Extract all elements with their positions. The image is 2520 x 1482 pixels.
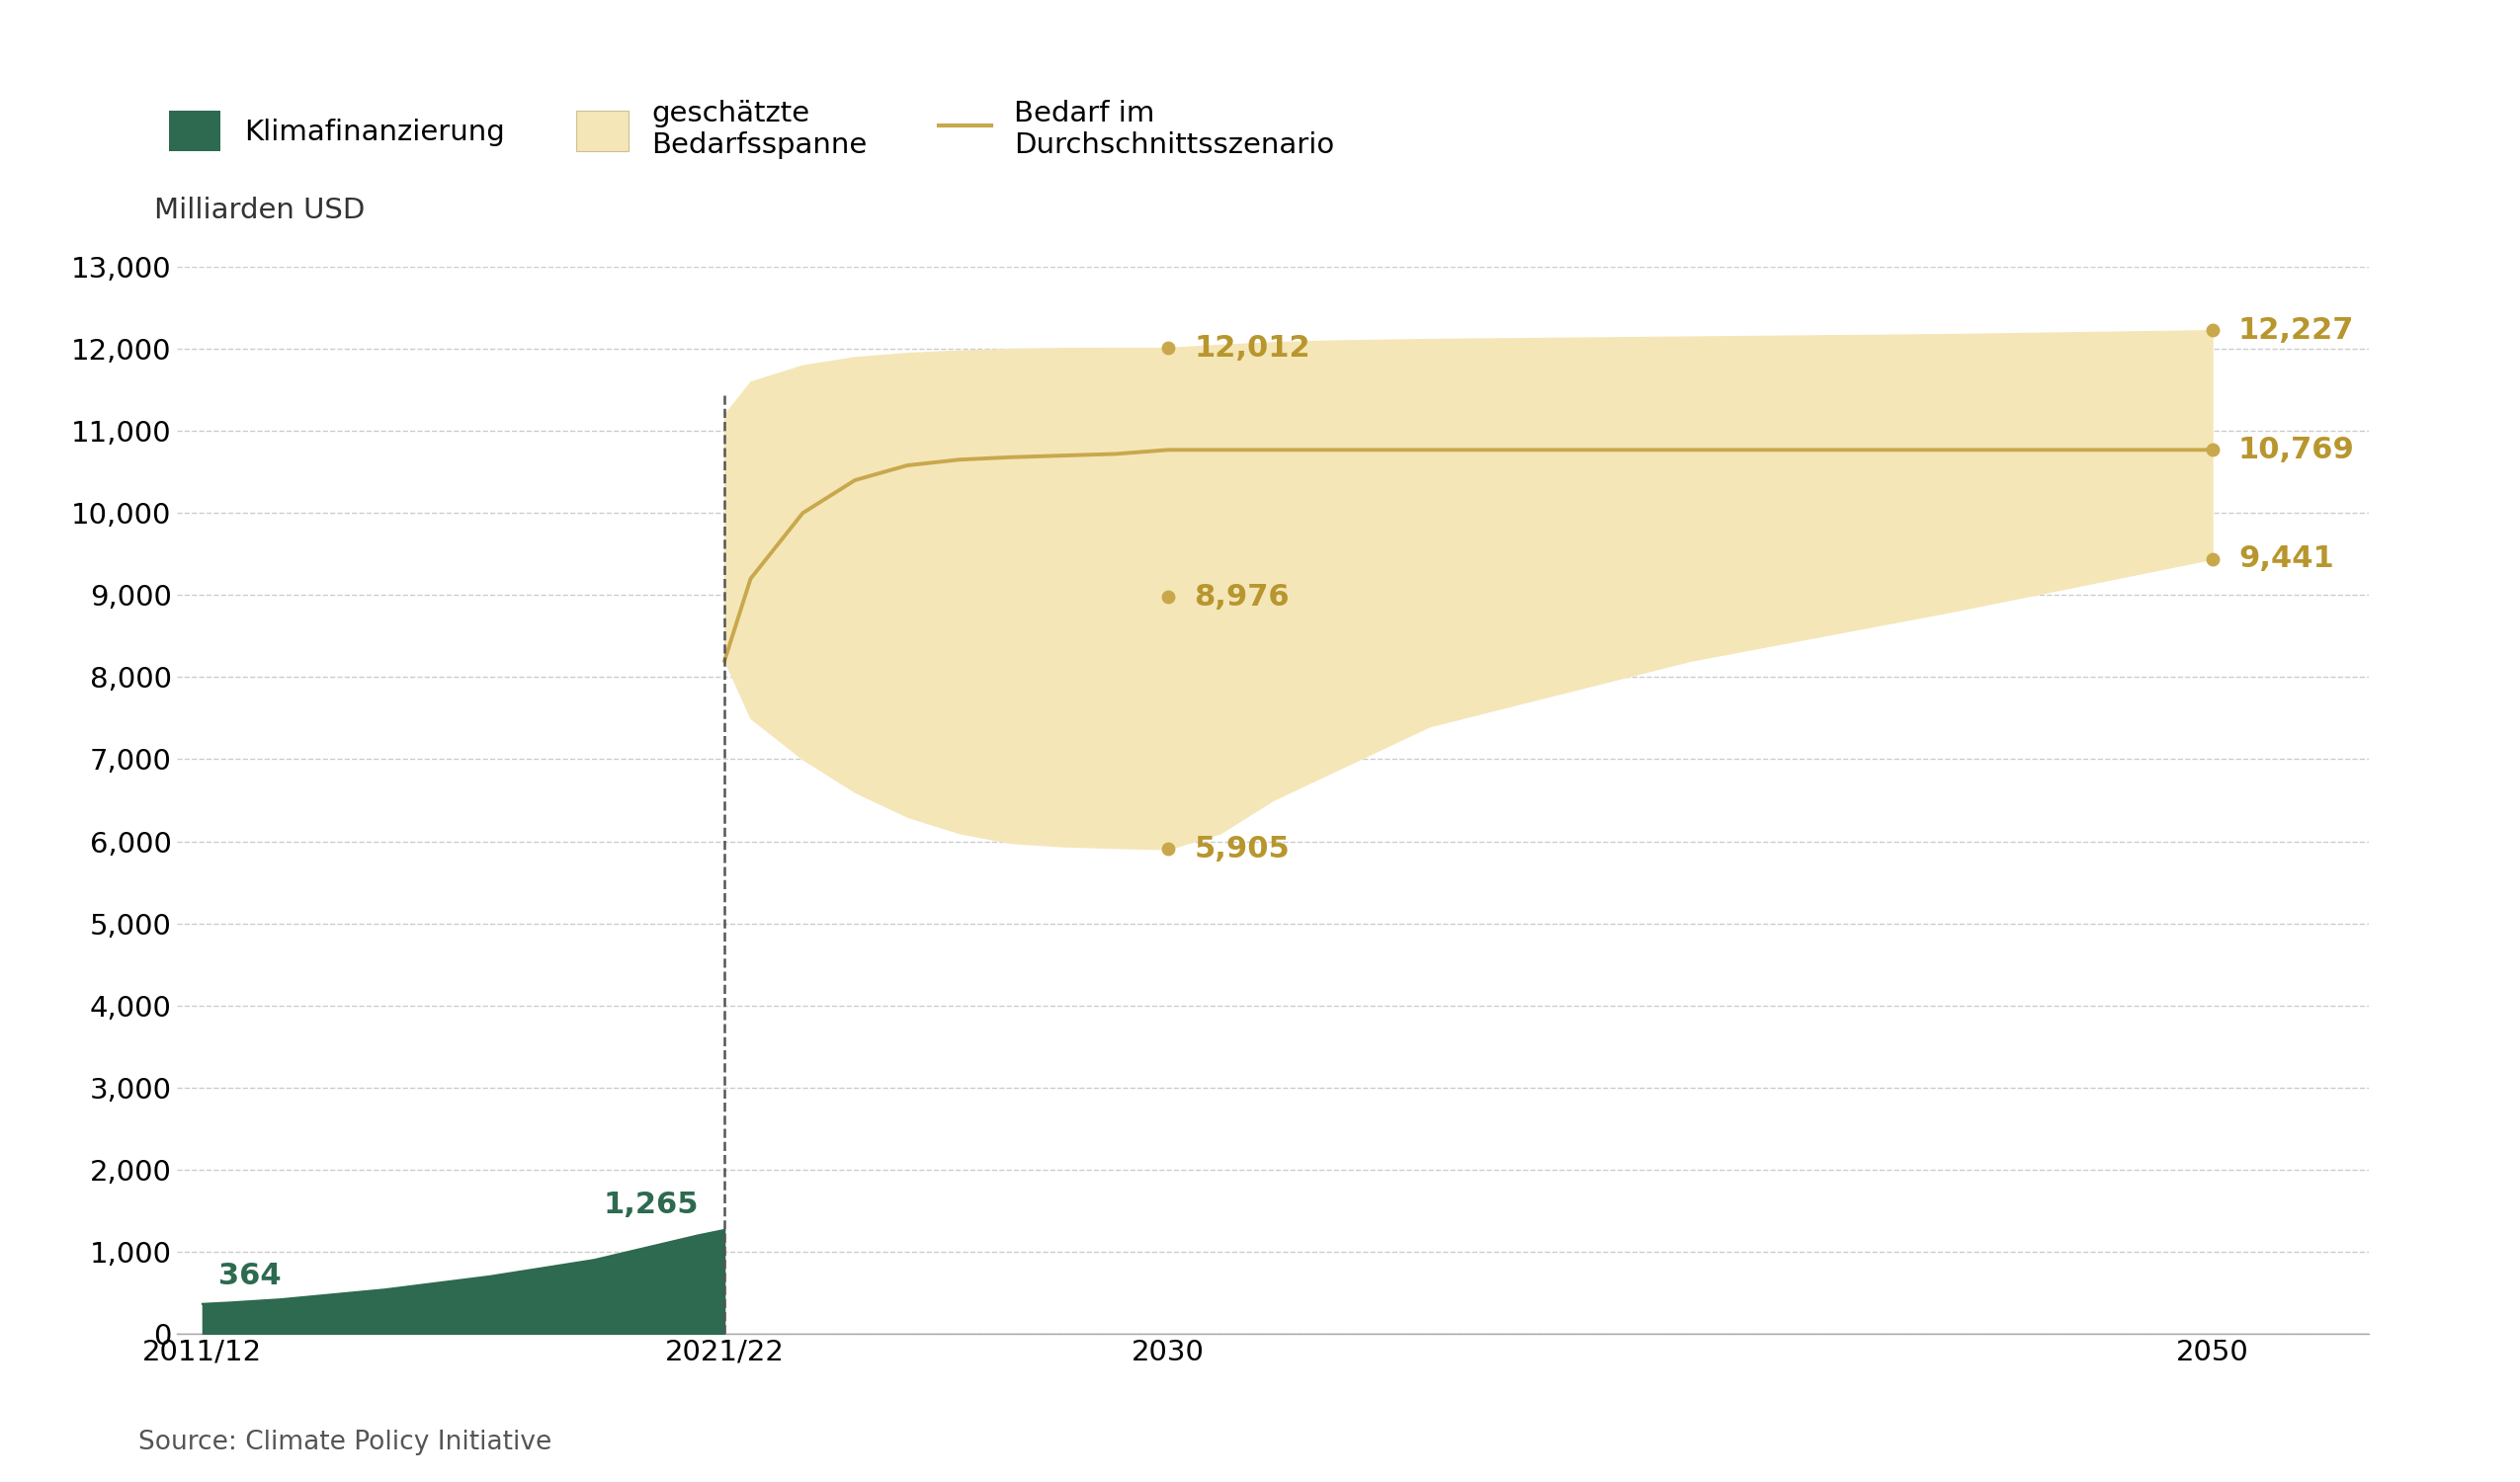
Text: 5,905: 5,905 bbox=[1194, 834, 1290, 864]
Legend: Klimafinanzierung, geschätzte
Bedarfsspanne, Bedarf im
Durchschnittsszenario: Klimafinanzierung, geschätzte Bedarfsspa… bbox=[169, 99, 1336, 160]
Text: 364: 364 bbox=[219, 1263, 282, 1291]
Text: 10,769: 10,769 bbox=[2238, 436, 2354, 464]
Text: Source: Climate Policy Initiative: Source: Climate Policy Initiative bbox=[139, 1430, 552, 1455]
Text: 1,265: 1,265 bbox=[602, 1190, 698, 1220]
Text: Milliarden USD: Milliarden USD bbox=[154, 197, 365, 224]
Text: 12,227: 12,227 bbox=[2238, 316, 2354, 344]
Text: 8,976: 8,976 bbox=[1194, 582, 1290, 612]
Text: 12,012: 12,012 bbox=[1194, 333, 1310, 362]
Text: 9,441: 9,441 bbox=[2238, 544, 2334, 574]
